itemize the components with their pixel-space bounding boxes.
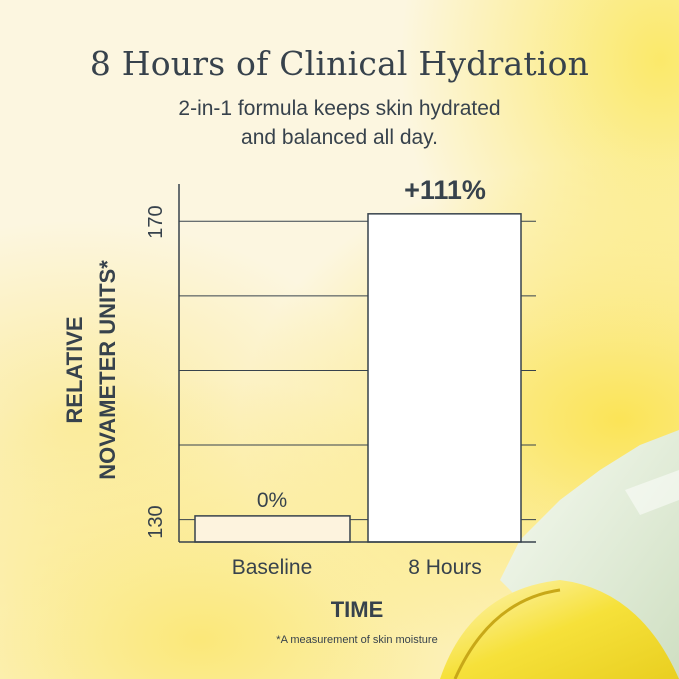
data-label-8-hours: +111% (404, 175, 486, 205)
y-axis-label-line-2: NOVAMETER UNITS* (95, 260, 120, 480)
x-tick-8-hours: 8 Hours (408, 556, 482, 579)
y-tick-170: 170 (145, 205, 167, 238)
x-axis-label: TIME (331, 597, 384, 622)
bar-baseline (194, 515, 351, 543)
footnote: *A measurement of skin moisture (276, 634, 437, 646)
subtitle-line-1: 2-in-1 formula keeps skin hydrated (178, 97, 501, 120)
bar-8-hours (367, 213, 522, 543)
page-subtitle: 2-in-1 formula keeps skin hydrated and b… (0, 94, 679, 152)
y-tick-130: 130 (145, 505, 167, 538)
page-title: 8 Hours of Clinical Hydration (89, 44, 590, 83)
x-tick-baseline: Baseline (232, 556, 313, 579)
y-axis-label-line-1: RELATIVE (62, 316, 87, 423)
subtitle-line-2: and balanced all day. (241, 126, 438, 149)
data-label-baseline: 0% (257, 489, 287, 512)
